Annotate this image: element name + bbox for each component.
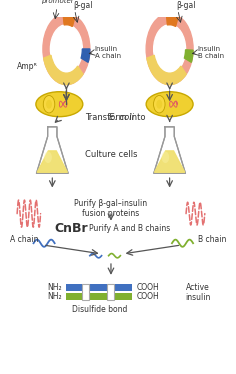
Text: Active
insulin: Active insulin xyxy=(185,282,211,302)
Circle shape xyxy=(154,25,185,73)
Circle shape xyxy=(42,12,91,86)
Circle shape xyxy=(43,13,90,85)
Text: NH₂: NH₂ xyxy=(47,292,62,301)
Text: Transform into: Transform into xyxy=(85,113,148,122)
Polygon shape xyxy=(37,151,67,172)
Text: Culture cells: Culture cells xyxy=(85,150,137,159)
Text: NH₂: NH₂ xyxy=(47,283,62,292)
Wedge shape xyxy=(44,55,83,85)
Wedge shape xyxy=(166,13,178,27)
Polygon shape xyxy=(155,151,185,172)
Polygon shape xyxy=(37,127,68,174)
Polygon shape xyxy=(154,127,185,174)
Wedge shape xyxy=(147,55,186,85)
Text: COOH: COOH xyxy=(137,292,160,301)
Circle shape xyxy=(154,95,165,113)
Ellipse shape xyxy=(146,92,193,117)
Circle shape xyxy=(44,151,52,163)
Text: Insulin
B chain: Insulin B chain xyxy=(198,46,224,59)
Circle shape xyxy=(156,100,162,109)
FancyBboxPatch shape xyxy=(66,284,132,291)
Circle shape xyxy=(43,95,55,113)
FancyBboxPatch shape xyxy=(107,284,114,300)
Text: Purify A and B chains: Purify A and B chains xyxy=(89,224,170,233)
Text: E. coli: E. coli xyxy=(109,113,134,122)
Text: Disulfide bond: Disulfide bond xyxy=(72,304,127,313)
Circle shape xyxy=(46,100,52,109)
Text: β-gal: β-gal xyxy=(73,1,93,10)
Text: Purify β-gal–insulin
fusion proteins: Purify β-gal–insulin fusion proteins xyxy=(74,199,148,218)
Circle shape xyxy=(146,13,193,85)
Text: promoter: promoter xyxy=(41,0,73,4)
Text: B chain: B chain xyxy=(198,235,226,244)
Circle shape xyxy=(162,151,169,163)
Circle shape xyxy=(51,25,82,73)
Wedge shape xyxy=(81,49,90,62)
Wedge shape xyxy=(63,13,75,27)
Text: Ampᴿ: Ampᴿ xyxy=(17,62,38,71)
Ellipse shape xyxy=(36,92,83,117)
Text: Insulin
A chain: Insulin A chain xyxy=(95,46,121,59)
Text: β-gal: β-gal xyxy=(177,1,196,10)
Text: CnBr: CnBr xyxy=(54,223,88,236)
FancyBboxPatch shape xyxy=(66,293,132,300)
Text: A chain: A chain xyxy=(10,235,38,244)
Circle shape xyxy=(145,12,194,86)
Wedge shape xyxy=(184,50,193,62)
Text: COOH: COOH xyxy=(137,283,160,292)
FancyBboxPatch shape xyxy=(82,284,89,300)
